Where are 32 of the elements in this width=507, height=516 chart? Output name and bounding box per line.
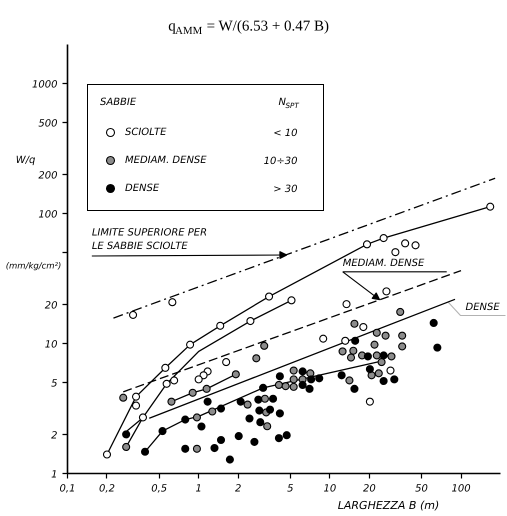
y-tick-label: 100 [38, 210, 58, 221]
text: (mm/kg/cm²) [6, 262, 62, 272]
annotation: DENSE [466, 302, 500, 313]
y-tick-label: 200 [38, 170, 58, 182]
legend-label: DENSE [125, 182, 160, 194]
annotation: > 30 [273, 184, 298, 195]
annotation: < 10 [273, 128, 298, 139]
y-tick-label: 1000 [32, 80, 58, 91]
legend-label: SCIOLTE [125, 126, 166, 138]
x-tick-label: 100 [451, 484, 471, 494]
legend-title: SABBIE [100, 97, 136, 108]
x-tick-label: 0,2 [99, 484, 115, 494]
annotation: LIMITE SUPERIORE PER LE SABBIE SCIOLTE [92, 227, 208, 252]
legend-label: MEDIAM. DENSE [125, 154, 207, 166]
annotation: MEDIAM. DENSE [342, 258, 425, 269]
x-axis-title: LARGHEZZA B (m) [338, 499, 440, 512]
y-axis-title: W/q [16, 155, 36, 166]
x-tick-label: 50 [415, 484, 428, 494]
x-tick-label: 2 [234, 484, 242, 494]
x-tick-label: 20 [362, 484, 376, 494]
y-tick-label: 500 [38, 118, 58, 130]
y-tick-label: 2 [51, 430, 58, 442]
x-tick-label: 5 [287, 484, 294, 494]
y-tick-label: 1 [51, 470, 58, 480]
y-tick-label: 10 [44, 340, 58, 351]
x-tick-label: 1 [195, 484, 202, 494]
y-tick-label: 5 [51, 378, 58, 390]
y-tick-label: 20 [44, 300, 58, 312]
x-tick-label: 10 [323, 484, 336, 494]
annotation: 10÷30 [264, 156, 298, 167]
x-tick-label: 0,1 [60, 484, 76, 494]
x-tick-label: 0,5 [151, 484, 168, 494]
